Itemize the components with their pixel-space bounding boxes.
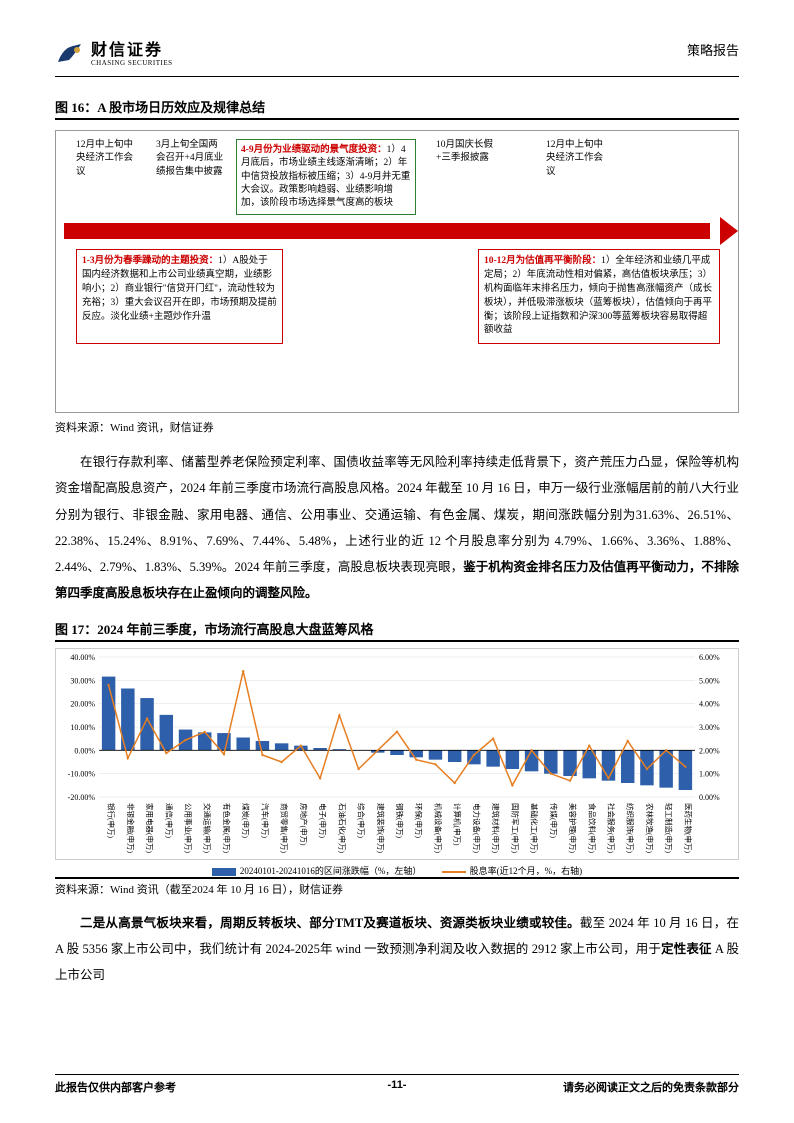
- svg-text:汽车(申万): 汽车(申万): [260, 803, 270, 838]
- svg-text:20.00%: 20.00%: [70, 700, 95, 709]
- page-number: -11-: [388, 1079, 407, 1091]
- svg-text:家用电器(申万): 家用电器(申万): [145, 803, 155, 853]
- svg-text:交通运输(申万): 交通运输(申万): [203, 803, 213, 853]
- timeline-box-5: 12月中上旬中央经济工作会议: [546, 139, 606, 179]
- svg-text:国防军工(申万): 国防军工(申万): [510, 803, 520, 853]
- svg-text:银行(申万): 银行(申万): [107, 803, 117, 838]
- svg-text:1.00%: 1.00%: [699, 770, 720, 779]
- timeline-box-4: 10月国庆长假+三季报披露: [436, 139, 496, 166]
- svg-text:机械设备(申万): 机械设备(申万): [433, 803, 443, 853]
- svg-text:石油石化(申万): 石油石化(申万): [337, 803, 347, 853]
- svg-text:环保(申万): 环保(申万): [414, 803, 424, 838]
- body-para-1: 在银行存款利率、储蓄型养老保险预定利率、国债收益率等无风险利率持续走低背景下，资…: [55, 449, 739, 607]
- timeline-box-1: 12月中上旬中央经济工作会议: [76, 139, 136, 179]
- timeline-box-2: 3月上旬全国两会召开+4月底业绩报告集中披露: [156, 139, 226, 179]
- svg-text:公用事业(申万): 公用事业(申万): [184, 803, 194, 853]
- svg-text:非银金融(申万): 非银金融(申万): [126, 803, 136, 853]
- svg-text:建筑材料(申万): 建筑材料(申万): [491, 803, 501, 853]
- svg-text:30.00%: 30.00%: [70, 676, 95, 685]
- svg-text:-20.00%: -20.00%: [68, 793, 96, 802]
- svg-text:农林牧渔(申万): 农林牧渔(申万): [645, 803, 655, 853]
- svg-text:有色金属(申万): 有色金属(申万): [222, 803, 232, 853]
- svg-text:纺织服饰(申万): 纺织服饰(申万): [626, 803, 636, 853]
- timeline-bottom-1: 1-3月份为春季躁动的主题投资：1）A股处于国内经济数据和上市公司业绩真空期，业…: [76, 249, 283, 344]
- footer: 此报告仅供内部客户参考 -11- 请务必阅读正文之后的免责条款部分: [55, 1074, 739, 1095]
- svg-text:建筑装饰(申万): 建筑装饰(申万): [376, 803, 386, 853]
- fig17-title: 图 17：2024 年前三季度，市场流行高股息大盘蓝筹风格: [55, 619, 739, 642]
- svg-text:基础化工(申万): 基础化工(申万): [530, 803, 540, 853]
- svg-text:0.00%: 0.00%: [74, 746, 95, 755]
- chart-legend: 20240101-20241016的区间涨跌幅（%，左轴） 股息率(近12个月，…: [55, 864, 739, 877]
- svg-text:传媒(申万): 传媒(申万): [549, 803, 559, 838]
- svg-text:钢铁(申万): 钢铁(申万): [395, 803, 405, 838]
- svg-text:3.00%: 3.00%: [699, 723, 720, 732]
- logo: 财信证券 CHASING SECURITIES: [55, 40, 173, 70]
- svg-text:10.00%: 10.00%: [70, 723, 95, 732]
- svg-text:轻工制造(申万): 轻工制造(申万): [664, 803, 674, 853]
- header: 财信证券 CHASING SECURITIES 策略报告: [55, 40, 739, 77]
- svg-text:电力设备(申万): 电力设备(申万): [472, 803, 482, 853]
- fig17-source: 资料来源：Wind 资讯（截至2024 年 10 月 16 日），财信证券: [55, 877, 739, 897]
- svg-text:5.00%: 5.00%: [699, 676, 720, 685]
- fig16-diagram: 12月中上旬中央经济工作会议 3月上旬全国两会召开+4月底业绩报告集中披露 4-…: [55, 130, 739, 413]
- svg-text:2.00%: 2.00%: [699, 746, 720, 755]
- footer-left: 此报告仅供内部客户参考: [55, 1079, 176, 1095]
- logo-en: CHASING SECURITIES: [91, 60, 173, 68]
- svg-text:食品饮料(申万): 食品饮料(申万): [587, 803, 597, 853]
- timeline-arrow: [64, 223, 730, 239]
- svg-text:美容护理(申万): 美容护理(申万): [568, 803, 578, 853]
- report-type: 策略报告: [687, 40, 739, 59]
- svg-text:通信(申万): 通信(申万): [164, 803, 174, 838]
- svg-text:40.00%: 40.00%: [70, 653, 95, 662]
- svg-text:电子(申万): 电子(申万): [318, 803, 328, 838]
- body-para-2: 二是从高景气板块来看，周期反转板块、部分TMT及赛道板块、资源类板块业绩或较佳。…: [55, 910, 739, 989]
- logo-icon: [55, 40, 85, 70]
- svg-text:综合(申万): 综合(申万): [357, 803, 367, 838]
- footer-right: 请务必阅读正文之后的免责条款部分: [563, 1079, 739, 1095]
- logo-cn: 财信证券: [91, 42, 173, 60]
- svg-text:6.00%: 6.00%: [699, 653, 720, 662]
- fig16-title: 图 16：A 股市场日历效应及规律总结: [55, 97, 739, 120]
- svg-text:社会服务(申万): 社会服务(申万): [606, 803, 616, 853]
- svg-text:4.00%: 4.00%: [699, 700, 720, 709]
- timeline-box-3: 4-9月份为业绩驱动的景气度投资：1）4月底后，市场业绩主线逐渐清晰；2）年中信…: [236, 139, 416, 215]
- timeline-bottom-2: 10-12月为估值再平衡阶段：1）全年经济和业绩几平成定局；2）年底流动性相对偏…: [478, 249, 720, 344]
- svg-text:计算机(申万): 计算机(申万): [453, 803, 463, 846]
- svg-text:0.00%: 0.00%: [699, 793, 720, 802]
- fig17-chart: -20.00% -10.00% 0.00% 10.00% 20.00% 30.00% 40.…: [55, 648, 739, 860]
- fig16-source: 资料来源：Wind 资讯，财信证券: [55, 419, 739, 435]
- svg-text:商贸零售(申万): 商贸零售(申万): [280, 803, 290, 853]
- svg-text:医药生物(申万): 医药生物(申万): [683, 803, 693, 853]
- svg-text:房地产(申万): 房地产(申万): [299, 803, 309, 846]
- svg-text:-10.00%: -10.00%: [68, 770, 96, 779]
- svg-text:煤炭(申万): 煤炭(申万): [241, 803, 251, 838]
